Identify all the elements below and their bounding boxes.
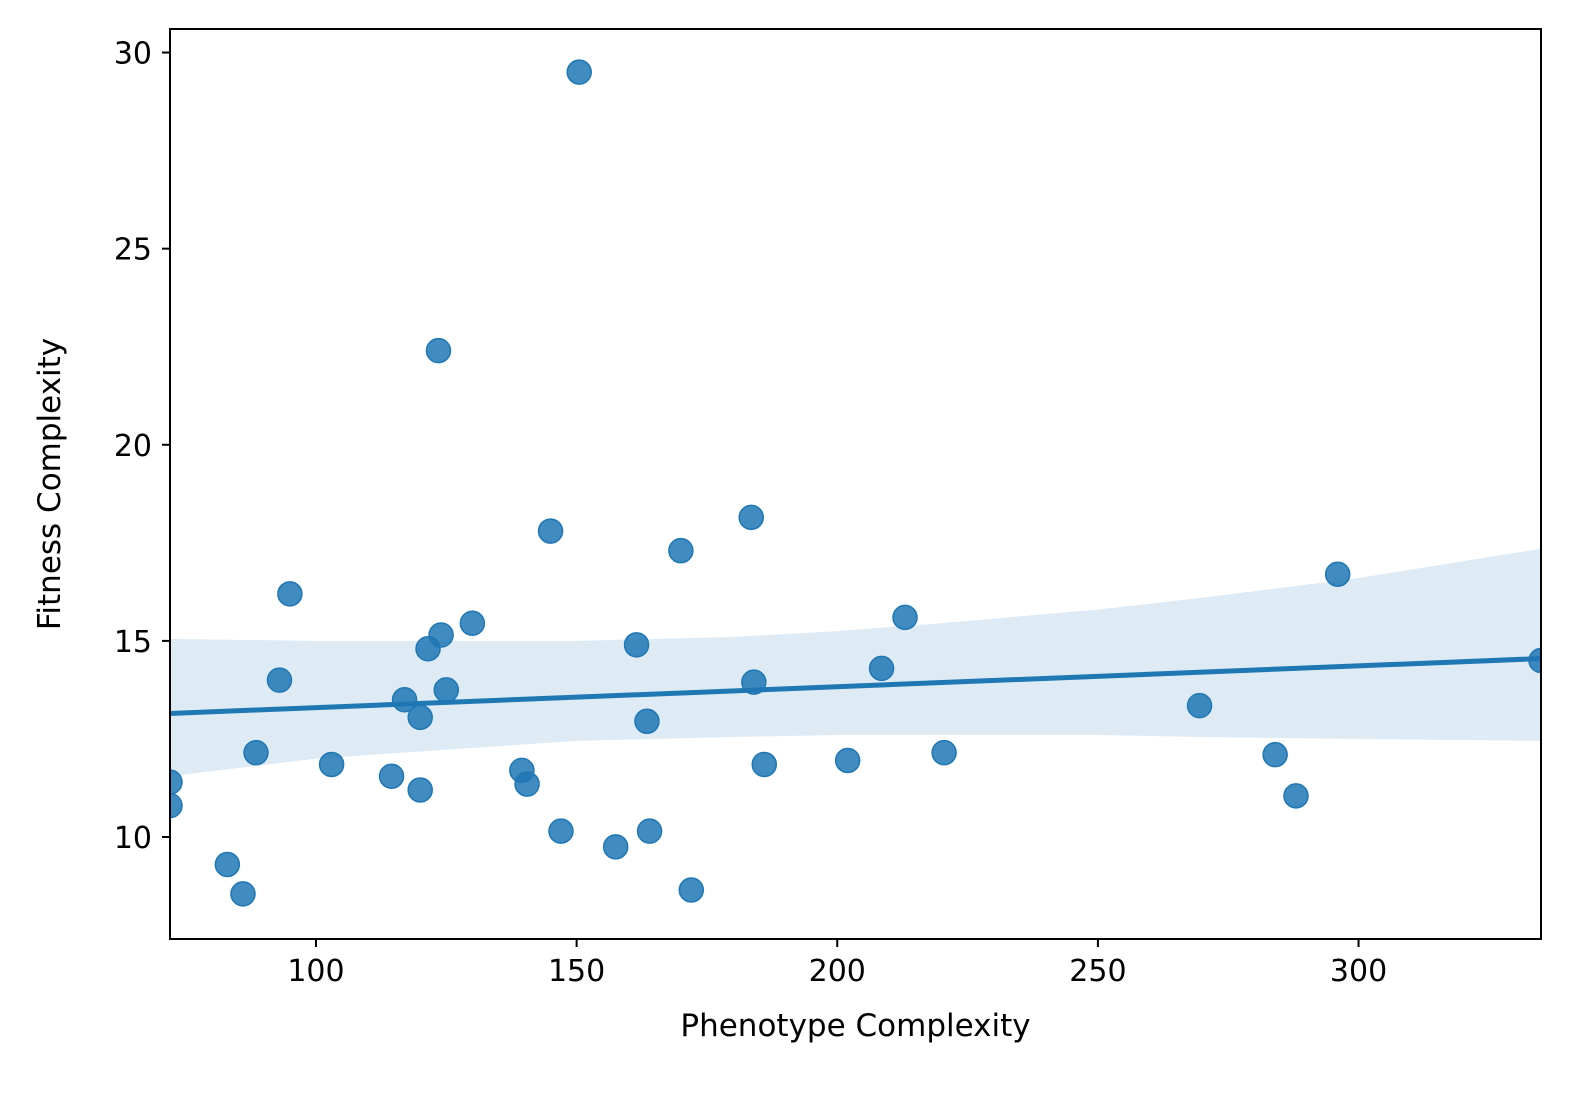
data-point <box>1324 561 1351 587</box>
x-tick-label: 300 <box>1330 954 1387 989</box>
y-tick-label: 30 <box>114 37 152 72</box>
x-axis-ticks: 100 150 200 250 300 <box>287 939 1387 989</box>
x-tick-label: 150 <box>548 954 605 989</box>
data-point <box>391 686 418 713</box>
data-point <box>243 739 269 766</box>
data-point <box>623 632 650 658</box>
x-tick-label: 200 <box>809 954 866 989</box>
data-point <box>407 704 433 731</box>
data-point <box>668 537 694 564</box>
data-point <box>230 881 256 907</box>
data-point <box>1283 783 1309 809</box>
data-point <box>266 667 293 693</box>
y-tick-label: 20 <box>114 429 152 464</box>
confidence-band <box>170 548 1541 777</box>
data-point <box>566 59 592 85</box>
data-points-layer <box>170 59 1541 907</box>
plot-frame <box>169 28 1542 940</box>
data-point <box>751 751 778 778</box>
data-point <box>170 792 183 819</box>
data-point <box>868 655 895 682</box>
data-point <box>537 518 564 544</box>
data-point <box>1528 647 1541 674</box>
data-point <box>318 751 345 778</box>
data-point <box>834 747 861 774</box>
data-point <box>678 877 705 903</box>
data-point <box>428 622 454 648</box>
data-point <box>931 739 957 766</box>
data-point <box>636 818 663 844</box>
data-point <box>425 337 452 364</box>
data-point <box>514 771 540 797</box>
y-axis-ticks: 10 15 20 25 30 <box>114 37 170 856</box>
x-tick-label: 100 <box>287 954 344 989</box>
x-tick-label: 250 <box>1069 954 1126 989</box>
data-point <box>1262 741 1288 768</box>
x-axis-label: Phenotype Complexity <box>680 1008 1030 1044</box>
data-point <box>634 708 660 735</box>
data-point <box>459 610 486 636</box>
confidence-band-layer <box>170 548 1541 777</box>
data-point <box>170 769 183 795</box>
data-point <box>738 504 764 531</box>
data-point <box>378 763 405 789</box>
y-axis-label: Fitness Complexity <box>32 338 68 630</box>
y-tick-label: 15 <box>114 625 152 660</box>
data-point <box>892 604 918 631</box>
data-point <box>1186 692 1213 719</box>
y-tick-label: 10 <box>114 821 152 856</box>
data-point <box>433 677 460 703</box>
data-point <box>277 581 303 607</box>
data-point <box>407 777 433 803</box>
y-tick-label: 25 <box>114 233 152 268</box>
data-point <box>548 818 574 844</box>
data-point <box>741 669 767 695</box>
data-point <box>214 851 241 878</box>
data-point <box>602 834 629 860</box>
